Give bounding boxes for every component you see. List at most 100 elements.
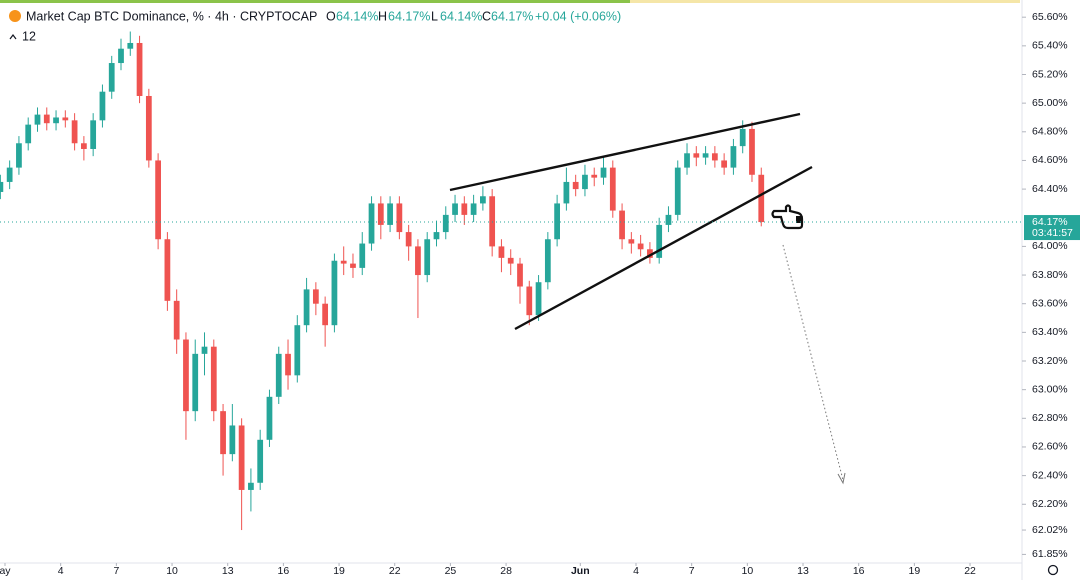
hand-icon [771,204,804,230]
candle-body [711,153,718,161]
y-tick-label: 65.60% [1032,11,1068,23]
candle-body [600,167,607,178]
candle-body [62,117,69,121]
x-tick-label: 13 [797,565,809,577]
candle-body [99,91,106,121]
candle-body [609,167,616,211]
trend-line-lower [514,165,813,331]
candle-body [192,353,199,412]
ohlc-value: 64.17% [388,9,430,23]
x-tick-label: 16 [278,565,290,577]
candle-body [758,174,765,223]
candle-body [730,146,737,168]
candle-body [554,203,560,240]
y-tick-label: 62.02% [1032,524,1068,536]
y-tick-label: 62.60% [1032,441,1068,453]
candle-body [210,346,217,412]
y-tick-label: 64.80% [1032,126,1068,138]
candle-body [637,243,644,250]
candle-body [563,181,570,204]
candle-body [619,210,625,240]
y-tick-label: 65.40% [1032,40,1068,52]
candle-body [0,181,4,192]
x-tick-label: 7 [689,565,695,577]
candle-body [656,224,663,258]
candle-body [257,439,264,483]
candle-body [415,246,421,276]
candle-body [155,160,161,240]
candle-body [275,353,282,397]
y-tick-label: 64.40% [1032,183,1068,195]
candle-body [43,114,50,124]
candle-body [535,282,542,316]
candle-body [424,239,431,276]
candle-body [164,239,171,301]
ohlc-key: C [482,9,491,23]
x-tick-label: ay [0,565,11,577]
candle-body [81,143,87,149]
candle-body [127,42,134,49]
candle-body [702,153,709,158]
candle-body [572,181,579,190]
candle-body [118,48,124,64]
candle-body [721,160,728,168]
candle-body [322,303,329,326]
candle-body [90,120,97,149]
trend-line-upper [449,112,801,192]
last-price-label: 64.17% [1032,216,1068,228]
countdown: 03:41:57 [1032,227,1073,239]
candle-body [25,124,32,144]
candle-body [108,63,115,92]
collapse-toggle[interactable] [9,34,17,40]
ohlc-value: 64.14% [336,9,378,23]
candle-body [433,232,440,240]
candle-body [480,196,486,204]
y-tick-label: 64.60% [1032,154,1068,166]
candle-body [238,425,245,490]
x-tick-label: 7 [113,565,119,577]
candle-body [71,120,78,144]
candle-body [452,203,458,215]
candle-body [266,396,273,440]
projection-arrow-head [837,472,846,485]
candle-body [377,203,384,225]
settings-icon[interactable] [1047,564,1059,576]
x-tick-label: 22 [964,565,976,577]
x-tick-label: 4 [58,565,64,577]
candle-body [470,203,477,215]
y-tick-label: 62.20% [1032,498,1068,510]
candle-body [665,214,672,225]
change: +0.04 (+0.06%) [535,9,621,23]
candle-body [16,143,22,168]
candle-body [684,153,690,168]
ohlc-value: 64.14% [440,9,482,23]
candle-body [489,196,496,247]
candle-body [396,203,403,233]
candle-body [183,339,189,412]
top-stripe [630,0,1020,3]
plot-area [0,31,765,531]
x-tick-label: 10 [166,565,178,577]
x-tick-label: 16 [853,565,865,577]
candle-body [739,128,746,147]
candle-body [461,203,468,215]
candle-body [220,411,226,455]
candle-body [173,300,180,340]
y-tick-label: 63.40% [1032,326,1068,338]
candle-body [312,289,319,304]
candle-body [331,260,338,326]
top-stripe [0,0,630,3]
x-tick-label: 19 [333,565,345,577]
indicator-count[interactable]: 12 [22,29,36,43]
candle-body [387,203,393,225]
candle-body [350,263,356,268]
y-tick-label: 65.20% [1032,68,1068,80]
y-tick-label: 62.80% [1032,412,1068,424]
y-tick-label: 65.00% [1032,97,1068,109]
candle-body [628,239,635,244]
candle-body [201,346,208,354]
y-tick-label: 63.80% [1032,269,1068,281]
x-tick-label: 13 [222,565,234,577]
candle-body [693,153,700,158]
candle-body [749,128,755,175]
